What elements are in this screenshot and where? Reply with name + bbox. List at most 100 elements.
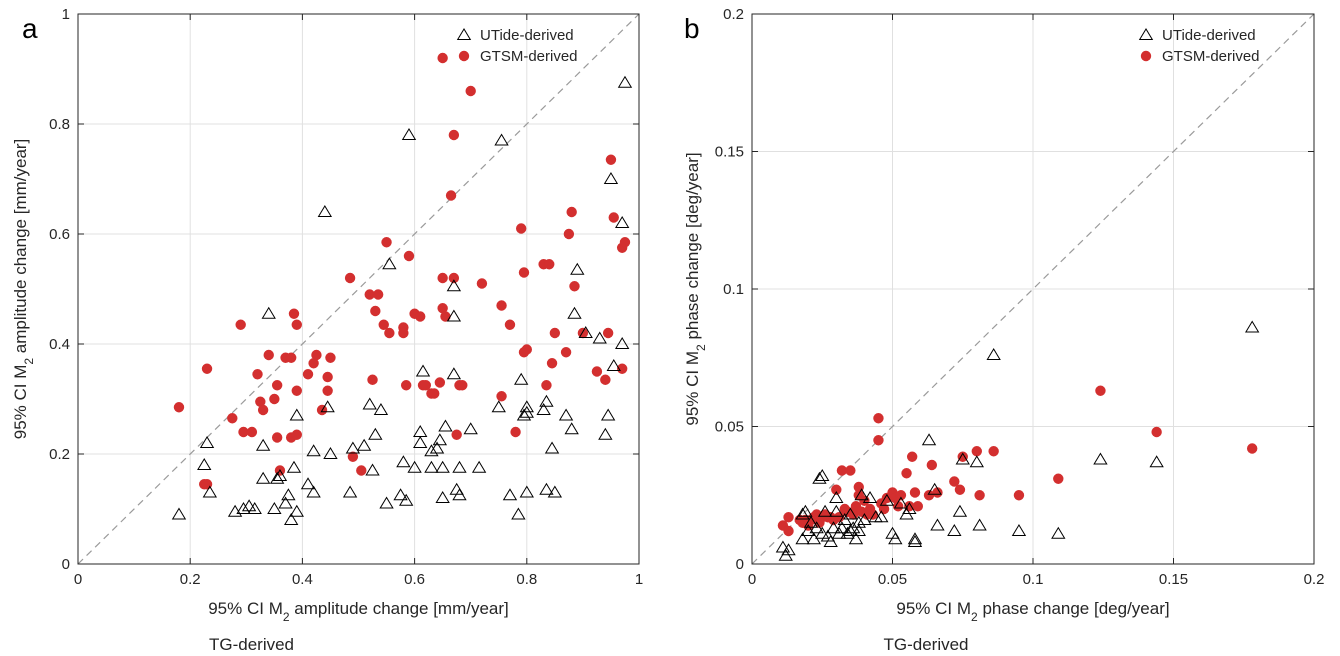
utide-point bbox=[986, 348, 1001, 360]
axes-box bbox=[77, 13, 640, 565]
utide-point bbox=[795, 507, 810, 520]
utide-point bbox=[519, 400, 534, 413]
utide-point bbox=[356, 438, 372, 451]
gtsm-point bbox=[783, 525, 794, 537]
legend-gtsm-label: GTSM-derived bbox=[1162, 48, 1260, 65]
utide-point bbox=[854, 488, 869, 501]
utide-point bbox=[815, 526, 830, 539]
gtsm-point bbox=[246, 426, 258, 438]
bottom-label: TG-derived bbox=[883, 635, 968, 654]
gtsm-point bbox=[440, 311, 451, 322]
utide-point bbox=[446, 279, 462, 292]
gtsm-point bbox=[429, 388, 440, 399]
utide-point bbox=[1149, 455, 1164, 468]
utide-point bbox=[368, 427, 383, 440]
gtsm-point bbox=[263, 349, 274, 361]
utide-point bbox=[603, 172, 619, 184]
utide-point bbox=[171, 507, 187, 520]
x-axis-label: 95% CI M2 amplitude change [mm/year] bbox=[208, 599, 509, 624]
y-tick-label: 0.05 bbox=[715, 419, 744, 436]
panel-a: 0 0.2 0.4 0.6 0.8 1 0 0.2 0.4 0.6 0.8 1 UTide-derive… bbox=[11, 6, 643, 654]
x-axis-label: 95% CI M2 phase change [deg/year] bbox=[896, 599, 1169, 624]
utide-point bbox=[323, 447, 338, 459]
y-tick-label: 0.8 bbox=[49, 116, 70, 133]
utide-point bbox=[617, 75, 633, 88]
utide-point bbox=[306, 444, 321, 457]
utide-point bbox=[446, 309, 462, 322]
utide-point bbox=[502, 488, 518, 501]
gtsm-point bbox=[895, 490, 907, 501]
gtsm-point bbox=[836, 465, 848, 476]
utide-point bbox=[848, 532, 864, 545]
gtsm-point bbox=[201, 363, 213, 374]
utide-point bbox=[955, 452, 970, 465]
utide-point bbox=[614, 216, 630, 228]
utide-point bbox=[429, 441, 445, 454]
utide-point bbox=[317, 205, 333, 217]
gtsm-point bbox=[173, 402, 185, 413]
gtsm-point bbox=[608, 212, 619, 223]
utide-point bbox=[829, 504, 844, 517]
gtsm-point bbox=[1053, 473, 1064, 484]
utide-point bbox=[952, 504, 968, 517]
bottom-label: TG-derived bbox=[209, 635, 294, 654]
x-axis-label-prefix: 95% CI M bbox=[896, 599, 971, 618]
utide-point bbox=[888, 532, 903, 545]
gtsm-point bbox=[384, 327, 395, 339]
y-axis-label-subscript: 2 bbox=[22, 358, 36, 365]
gtsm-point bbox=[988, 446, 999, 457]
gtsm-point bbox=[238, 426, 249, 438]
utide-point bbox=[491, 400, 506, 413]
gtsm-point bbox=[496, 300, 507, 311]
gtsm-point bbox=[437, 303, 448, 314]
utide-point bbox=[438, 419, 453, 432]
gtsm-point bbox=[600, 374, 611, 385]
utide-point bbox=[452, 488, 467, 501]
y-axis-label: 95% CI M2 amplitude change [mm/year] bbox=[11, 139, 36, 440]
gtsm-point bbox=[873, 435, 884, 446]
y-tick-label: 1 bbox=[62, 6, 70, 23]
gtsm-point bbox=[347, 451, 359, 462]
y-axis-label-subscript: 2 bbox=[694, 344, 708, 351]
utide-point bbox=[199, 436, 215, 448]
utide-point bbox=[907, 535, 923, 547]
utide-point bbox=[843, 507, 858, 520]
gtsm-point bbox=[971, 446, 982, 457]
x-axis-label-subscript: 2 bbox=[971, 610, 978, 624]
utide-point bbox=[817, 504, 833, 517]
gtsm-point bbox=[235, 319, 246, 330]
gtsm-point bbox=[398, 327, 409, 339]
utide-point bbox=[320, 400, 335, 413]
utide-point bbox=[829, 491, 844, 503]
y-tick-label: 0.6 bbox=[49, 226, 70, 243]
gtsm-point bbox=[974, 490, 985, 501]
utide-point bbox=[1093, 452, 1108, 465]
gtsm-point bbox=[1246, 443, 1258, 454]
gtsm-point bbox=[496, 391, 507, 402]
y-tick-label: 0 bbox=[62, 556, 70, 573]
gtsm-point bbox=[563, 228, 575, 240]
panel-label: b bbox=[684, 13, 700, 44]
utide-point bbox=[514, 372, 529, 385]
x-axis-label-subscript: 2 bbox=[283, 610, 290, 624]
utide-point bbox=[803, 515, 819, 528]
legend-gtsm-marker bbox=[458, 50, 470, 62]
gtsm-point bbox=[269, 393, 280, 405]
gtsm-point bbox=[302, 369, 314, 380]
gtsm-point bbox=[445, 190, 457, 201]
gtsm-point bbox=[873, 413, 884, 424]
utide-point bbox=[511, 507, 526, 520]
x-axis-label-prefix: 95% CI M bbox=[208, 599, 283, 618]
utide-point bbox=[236, 502, 251, 514]
utide-point bbox=[452, 460, 467, 473]
legend: UTide-derived GTSM-derived bbox=[456, 27, 578, 65]
utide-point bbox=[278, 496, 293, 509]
gtsm-point bbox=[867, 509, 879, 520]
gtsm-point bbox=[912, 501, 923, 512]
utide-point bbox=[592, 331, 607, 344]
gtsm-point bbox=[521, 344, 532, 355]
y-tick-label: 0 bbox=[736, 556, 744, 573]
utide-point bbox=[874, 510, 889, 523]
utide-point bbox=[969, 455, 984, 468]
utide-point bbox=[893, 496, 909, 509]
